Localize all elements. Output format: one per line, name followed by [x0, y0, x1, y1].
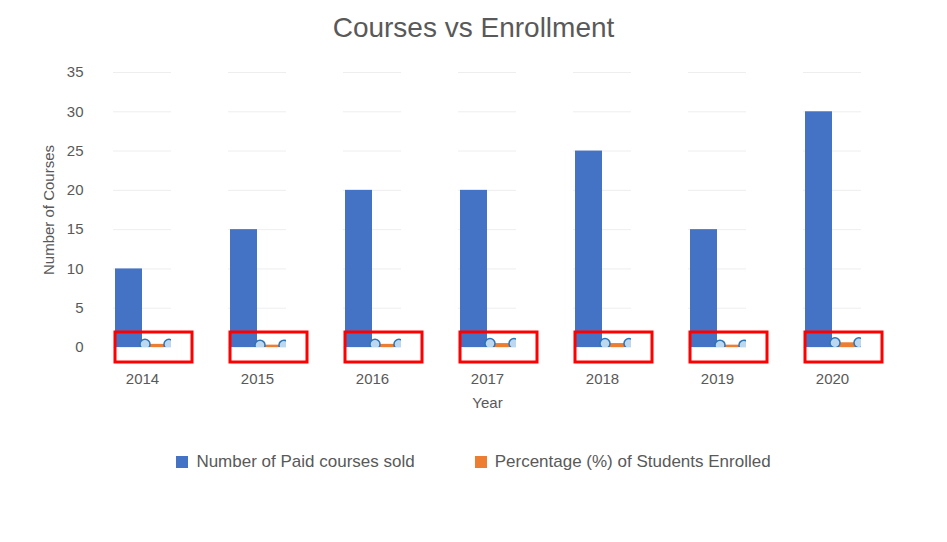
svg-text:15: 15	[67, 220, 84, 237]
svg-text:20: 20	[67, 181, 84, 198]
svg-text:2015: 2015	[241, 370, 274, 387]
html-text:Courses vs Enrollment: Courses vs Enrollment	[332, 12, 615, 43]
svg-text:2019: 2019	[701, 370, 734, 387]
svg-text:2020: 2020	[816, 370, 849, 387]
svg-text:5: 5	[75, 299, 83, 316]
html-text:Number of Paid courses sold: Number of Paid courses sold	[196, 452, 415, 471]
svg-text:35: 35	[67, 63, 84, 80]
svg-text:2016: 2016	[356, 370, 389, 387]
svg-text:2018: 2018	[586, 370, 619, 387]
svg-text:25: 25	[67, 142, 84, 159]
svg-text:Number of Courses: Number of Courses	[40, 145, 57, 275]
svg-text:Year: Year	[472, 394, 502, 411]
svg-text:10: 10	[67, 260, 84, 277]
html-text:Percentage (%) of Students Enr: Percentage (%) of Students Enrolled	[494, 452, 771, 471]
svg-text:2014: 2014	[126, 370, 159, 387]
svg-text:2017: 2017	[471, 370, 504, 387]
svg-text:0: 0	[75, 338, 83, 355]
svg-text:30: 30	[67, 103, 84, 120]
